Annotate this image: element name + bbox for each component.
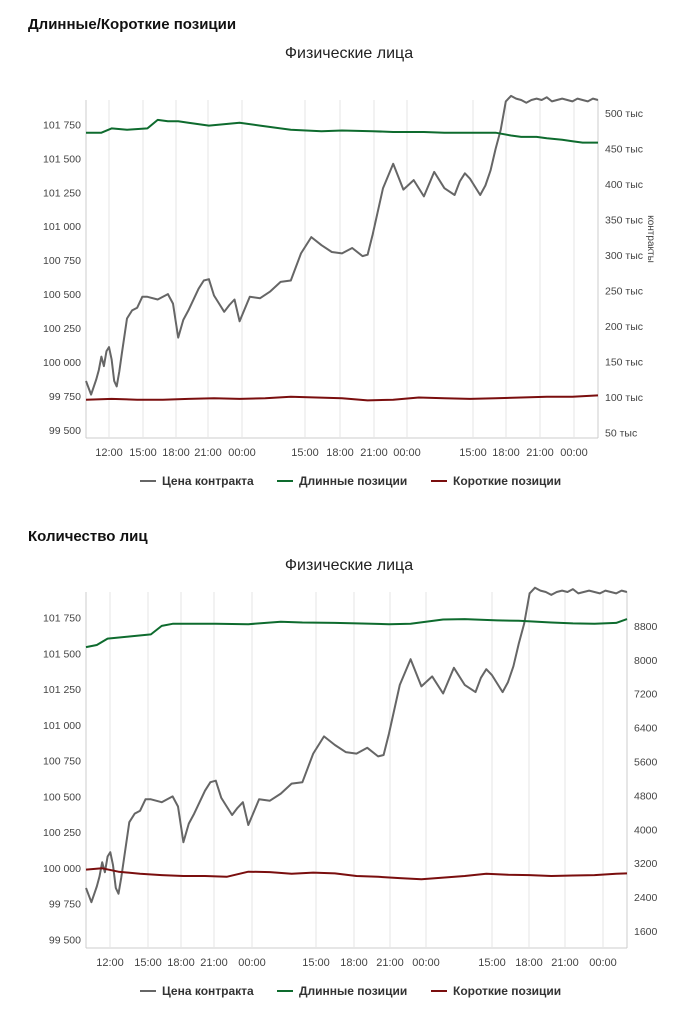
x-tick-label: 15:00 [134,957,162,969]
right-tick-label: 4800 [634,790,658,802]
left-tick-label: 100 000 [43,357,81,369]
right-tick-label: 5600 [634,757,658,769]
left-tick-label: 99 750 [49,899,81,911]
legend-label-long: Длинные позиции [299,984,407,998]
chart-persons: Физические лица 12:00 15:00 18:00 21:00 00:00… [0,548,673,1018]
series-line-short [85,394,599,402]
x-tick-label: 12:00 [95,447,123,459]
left-tick-label: 101 750 [43,119,81,131]
right-tick-label: 150 тыс [605,356,643,368]
right-tick-label: 100 тыс [605,392,643,404]
right-tick-label: 8800 [634,621,658,633]
right-tick-label: 300 тыс [605,250,643,262]
x-tick-label: 15:00 [459,447,487,459]
x-tick-label: 21:00 [194,447,222,459]
x-tick-label: 21:00 [376,957,404,969]
x-tick-label: 00:00 [412,957,440,969]
series-line-price [85,94,599,396]
left-tick-label: 100 000 [43,863,81,875]
left-tick-label: 99 500 [49,425,81,437]
x-tick-label: 15:00 [478,957,506,969]
right-tick-label: 50 тыс [605,427,637,439]
chart-persons-svg: Физические лица 12:00 15:00 18:00 21:00 00:00… [43,557,658,998]
right-tick-label: 250 тыс [605,285,643,297]
left-tick-label: 100 750 [43,756,81,768]
left-tick-label: 99 750 [49,391,81,403]
right-tick-label: 4000 [634,824,658,836]
left-tick-label: 101 500 [43,648,81,660]
x-tick-label: 15:00 [302,957,330,969]
left-tick-label: 101 750 [43,613,81,625]
legend-label-short: Короткие позиции [453,474,561,488]
right-tick-label: 1600 [634,926,658,938]
left-tick-label: 99 500 [49,934,81,946]
x-tick-label: 00:00 [393,447,421,459]
chart-positions-svg: Физические лица 12:00 15:00 18:00 21:00 00:00… [43,45,656,488]
right-tick-label: 200 тыс [605,321,643,333]
left-tick-label: 101 000 [43,720,81,732]
x-tick-label: 21:00 [360,447,388,459]
x-tick-label: 12:00 [96,957,124,969]
legend-label-short: Короткие позиции [453,984,561,998]
left-tick-label: 100 500 [43,289,81,301]
left-tick-label: 100 250 [43,827,81,839]
x-tick-label: 21:00 [526,447,554,459]
series-line-short [85,867,628,881]
x-tick-label: 00:00 [228,447,256,459]
right-tick-label: 500 тыс [605,108,643,120]
left-tick-label: 101 250 [43,684,81,696]
left-tick-label: 100 250 [43,323,81,335]
x-tick-label: 00:00 [589,957,617,969]
section-heading-positions: Длинные/Короткие позиции [28,16,237,33]
left-tick-label: 101 000 [43,221,81,233]
series-line-long [86,118,598,144]
right-tick-label: 8000 [634,655,658,667]
section-heading-persons: Количество лиц [28,528,148,545]
x-tick-label: 18:00 [492,447,520,459]
series-line-price [85,586,628,904]
right-axis-label: контракты [645,215,656,263]
right-tick-label: 350 тыс [605,214,643,226]
right-tick-label: 7200 [634,689,658,701]
right-tick-label: 450 тыс [605,143,643,155]
series-line-long [85,618,628,649]
left-tick-label: 100 750 [43,255,81,267]
legend-label-price: Цена контракта [162,474,254,488]
legend-label-long: Длинные позиции [299,474,407,488]
right-tick-label: 2400 [634,892,658,904]
x-tick-label: 18:00 [340,957,368,969]
chart-title: Физические лица [285,45,413,62]
x-tick-label: 00:00 [560,447,588,459]
x-tick-label: 18:00 [162,447,190,459]
left-tick-label: 100 500 [43,791,81,803]
left-tick-label: 101 250 [43,187,81,199]
chart-positions: Физические лица 12:00 15:00 18:00 21:00 00:00… [0,36,673,506]
right-tick-label: 6400 [634,723,658,735]
left-tick-label: 101 500 [43,153,81,165]
x-tick-label: 21:00 [200,957,228,969]
right-tick-label: 3200 [634,858,658,870]
x-tick-label: 18:00 [326,447,354,459]
x-tick-label: 00:00 [238,957,266,969]
legend-label-price: Цена контракта [162,984,254,998]
x-tick-label: 18:00 [167,957,195,969]
x-tick-label: 21:00 [551,957,579,969]
right-tick-label: 400 тыс [605,179,643,191]
x-tick-label: 15:00 [129,447,157,459]
x-tick-label: 15:00 [291,447,319,459]
chart-title: Физические лица [285,557,413,574]
x-tick-label: 18:00 [515,957,543,969]
